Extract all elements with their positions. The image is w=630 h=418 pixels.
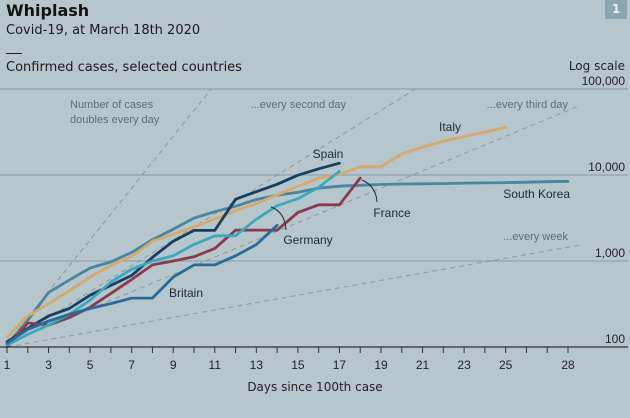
x-tick-label: 7 — [128, 358, 135, 372]
series-line-britain — [5, 223, 279, 345]
y-axis-labels: 100 1,000 10,000 100,000 — [582, 74, 626, 346]
x-tick-label: 9 — [170, 358, 177, 372]
series-label-spain: Spain — [313, 147, 344, 161]
x-tick-label: 11 — [209, 358, 222, 372]
x-tick-label: 1 — [4, 358, 11, 372]
y-tick-label: 10,000 — [588, 160, 625, 174]
x-axis: 1 3 5 7 9 11 13 15 17 19 21 23 25 28 — [0, 346, 628, 372]
x-axis-label: Days since 100th case — [247, 380, 383, 394]
chart-caption: Confirmed cases, selected countries — [6, 60, 242, 75]
reference-line — [6, 89, 417, 344]
reference-line-label: doubles every day — [70, 114, 160, 126]
reference-line-label: ...every third day — [487, 99, 569, 111]
series-line-south-korea — [5, 179, 570, 347]
x-tick-label: 19 — [374, 358, 388, 372]
chart-number-badge: 1 — [605, 0, 627, 19]
series-label-britain: Britain — [169, 286, 203, 300]
caption-rule-mark — [6, 53, 22, 54]
series-lines — [5, 126, 570, 349]
series-label-italy: Italy — [439, 120, 461, 134]
x-tick-label: 3 — [45, 358, 52, 372]
chart-subtitle: Covid-19, at March 18th 2020 — [6, 23, 201, 38]
series-line-italy — [5, 126, 508, 339]
reference-line-label: ...every week — [503, 231, 568, 243]
germany-leader-line — [270, 206, 287, 231]
reference-line — [6, 104, 580, 344]
reference-lines — [6, 89, 580, 348]
annotations: Number of cases doubles every day ...every… — [70, 99, 570, 300]
x-tick-label: 25 — [499, 358, 513, 372]
x-tick-label: 28 — [561, 358, 575, 372]
x-tick-label: 21 — [416, 358, 430, 372]
reference-line — [6, 244, 580, 348]
x-tick-label: 17 — [333, 358, 347, 372]
log-scale-label: Log scale — [568, 59, 625, 73]
series-line-spain — [5, 161, 341, 344]
x-tick-label: 15 — [291, 358, 305, 372]
series-label-france: France — [373, 206, 411, 220]
reference-line-label: ...every second day — [251, 99, 347, 111]
x-tick-label: 5 — [87, 358, 94, 372]
france-leader-line — [361, 179, 378, 203]
series-line-france — [5, 176, 362, 349]
y-tick-label: 100 — [605, 332, 625, 346]
x-tick-label: 23 — [457, 358, 471, 372]
series-label-south-korea: South Korea — [503, 187, 570, 201]
series-label-germany: Germany — [283, 233, 332, 247]
y-tick-label: 1,000 — [595, 246, 625, 260]
x-tick-label: 13 — [250, 358, 264, 372]
y-tick-label: 100,000 — [582, 74, 626, 88]
reference-line-label: Number of cases — [70, 99, 154, 111]
gridlines — [0, 88, 628, 262]
chart-title: Whiplash — [6, 1, 90, 20]
